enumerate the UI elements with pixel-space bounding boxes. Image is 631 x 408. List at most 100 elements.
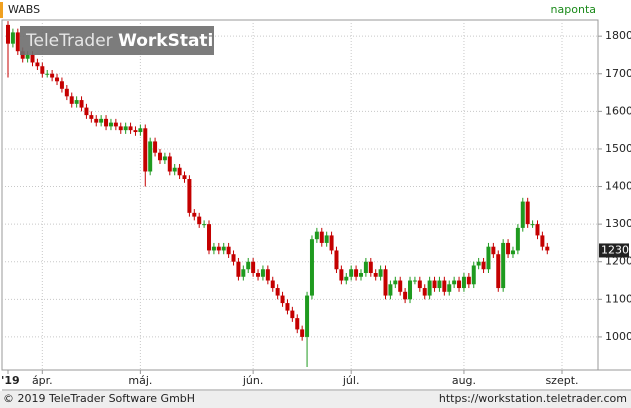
- candle-body: [74, 100, 79, 104]
- candle-body: [358, 273, 363, 277]
- candle-body: [314, 231, 319, 240]
- candle-body: [89, 115, 94, 119]
- candle-body: [172, 167, 177, 172]
- candle-body: [452, 280, 457, 285]
- candle-body: [104, 118, 109, 127]
- candle-body: [162, 156, 167, 161]
- y-tick-label: 1400: [605, 180, 631, 193]
- candle-body: [496, 254, 501, 289]
- candle-body: [466, 276, 471, 285]
- candle-body: [354, 269, 359, 277]
- candle-body: [447, 284, 452, 292]
- candle-body: [461, 276, 466, 289]
- copyright: © 2019 TeleTrader Software GmbH: [3, 392, 195, 405]
- candle-body: [476, 261, 481, 266]
- url: https://workstation.teletrader.com: [439, 392, 627, 405]
- y-tick-label: 1200: [605, 255, 631, 268]
- candle-body: [202, 224, 207, 226]
- candle-body: [260, 269, 265, 277]
- candle-body: [506, 242, 511, 255]
- candle-body: [64, 88, 69, 97]
- candle-body: [94, 118, 99, 123]
- candle-body: [231, 254, 236, 262]
- candle-body: [457, 280, 462, 289]
- candle-body: [280, 295, 285, 304]
- candle-body: [545, 246, 550, 251]
- candle-body: [79, 100, 84, 108]
- candle-body: [349, 269, 354, 277]
- candle-body: [373, 273, 378, 277]
- candle-body: [182, 175, 187, 180]
- candle-body: [35, 62, 40, 67]
- candle-body: [344, 276, 349, 281]
- y-tick-label: 1100: [605, 292, 631, 305]
- candle-body: [236, 261, 241, 277]
- candle-body: [177, 167, 182, 176]
- candle-body: [324, 235, 329, 243]
- candle-body: [412, 280, 417, 282]
- candle-body: [442, 280, 447, 292]
- candle-body: [59, 81, 64, 89]
- watermark: TeleTrader WorkStation: [25, 31, 237, 51]
- x-tick-label: júl.: [342, 374, 360, 387]
- x-tick-label: ápr.: [32, 374, 53, 387]
- watermark-box: [20, 26, 214, 55]
- candle-body: [285, 303, 290, 311]
- candle-body: [437, 280, 442, 289]
- candle-body: [290, 310, 295, 319]
- symbol: WABS: [8, 3, 40, 16]
- watermark-brand: TeleTrader: [25, 31, 113, 51]
- candle-body: [393, 280, 398, 285]
- last-price-box: [599, 243, 629, 258]
- candle-body: [305, 295, 310, 337]
- x-tick-label: aug.: [452, 374, 476, 387]
- candle-body: [123, 126, 128, 131]
- candle-body: [128, 126, 133, 131]
- candle-body: [113, 122, 118, 127]
- candle-body: [84, 107, 89, 116]
- x-tick-label: szept.: [545, 374, 578, 387]
- candle-body: [319, 231, 324, 243]
- y-tick-label: 1600: [605, 104, 631, 117]
- candle-body: [40, 66, 45, 74]
- candle-body: [157, 152, 162, 161]
- candle-body: [368, 261, 373, 274]
- candle-body: [427, 280, 432, 296]
- candle-body: [246, 261, 251, 270]
- candle-body: [510, 250, 515, 255]
- candle-body: [25, 54, 30, 59]
- y-tick-label: 1800: [605, 29, 631, 42]
- candle-body: [432, 280, 437, 289]
- candle-body: [108, 122, 113, 127]
- candle-body: [256, 273, 261, 277]
- candle-body: [515, 227, 520, 251]
- candle-body: [216, 246, 221, 251]
- candle-body: [334, 250, 339, 270]
- candle-body: [520, 201, 525, 228]
- candle-body: [408, 280, 413, 300]
- candle-body: [45, 73, 50, 75]
- candle-body: [530, 224, 535, 226]
- y-tick-label: 1000: [605, 330, 631, 343]
- candle-body: [486, 246, 491, 270]
- candle-body: [55, 77, 60, 82]
- candle-body: [30, 54, 35, 63]
- candle-body: [207, 224, 212, 251]
- candle-body: [383, 269, 388, 296]
- candle-body: [265, 269, 270, 281]
- interval: naponta: [551, 3, 596, 16]
- watermark-product: WorkStation: [118, 31, 237, 51]
- candle-body: [197, 216, 202, 225]
- candle-body: [192, 212, 197, 217]
- candle-body: [329, 235, 334, 251]
- candle-body: [363, 261, 368, 274]
- footer: [0, 391, 631, 408]
- candle-body: [10, 32, 15, 44]
- candle-body: [339, 269, 344, 281]
- candle-body: [481, 261, 486, 270]
- marker: [0, 2, 3, 18]
- candle-body: [398, 280, 403, 292]
- candle-body: [241, 269, 246, 277]
